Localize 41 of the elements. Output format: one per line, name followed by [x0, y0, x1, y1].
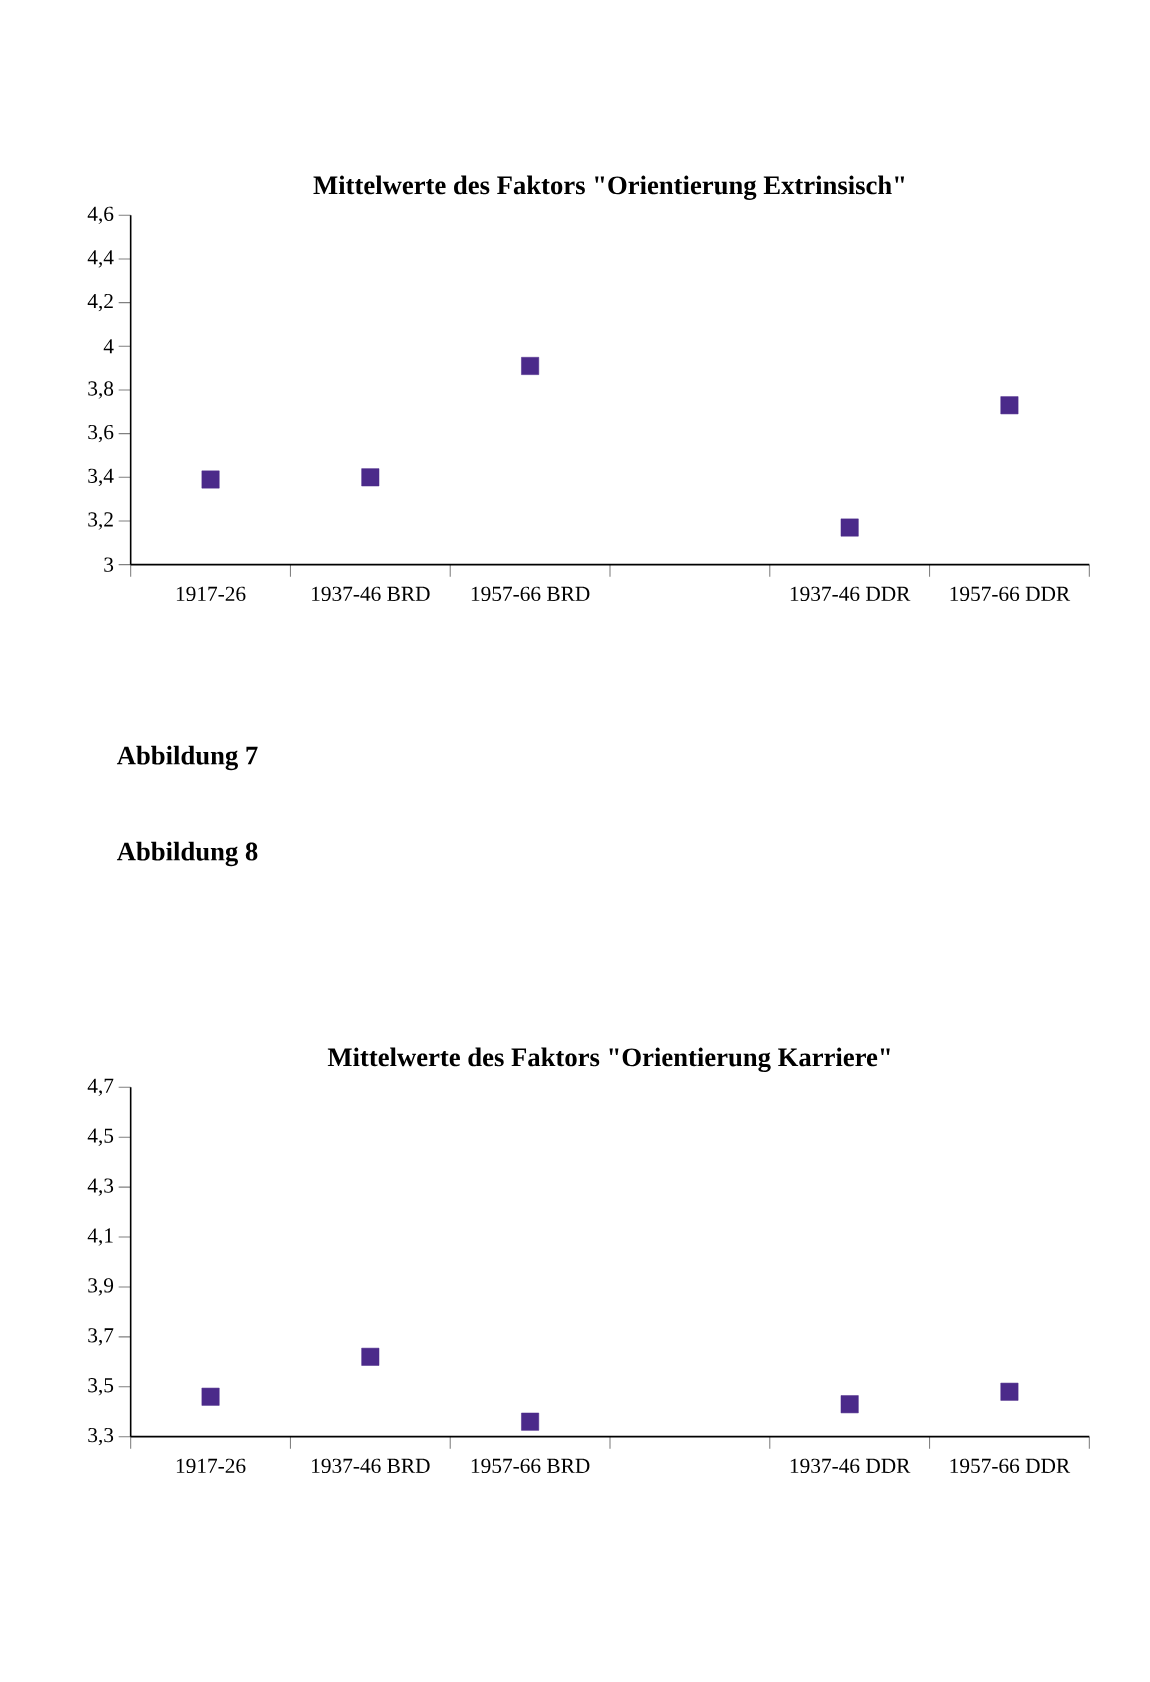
y-tick-label: 3,3: [88, 1427, 114, 1446]
x-tick-label: 1937-46 BRD: [312, 586, 430, 602]
point: [201, 470, 220, 489]
point: [840, 1395, 859, 1414]
y-tick-label: 4,4: [87, 250, 114, 268]
y-tick-label: 3,4: [88, 468, 114, 487]
y-tick-label: 4,7: [87, 1078, 114, 1096]
y-tick-label: 4: [103, 339, 114, 354]
x-tick-label: 1917-26: [176, 1458, 246, 1474]
point: [521, 1412, 540, 1431]
text: Abbildung 7: [116, 745, 258, 771]
point: [361, 1347, 380, 1366]
point: [840, 518, 859, 537]
x-tick-label: 1957-66 BRD: [471, 586, 590, 602]
x-tick-label: 1937-46 DDR: [790, 1458, 911, 1474]
y-tick-label: 3,6: [88, 424, 114, 443]
chart-title: Mittelwerte des Faktors "Orientierung Extrinsisch": [313, 175, 905, 200]
chart-title: Mittelwerte des Faktors "Orientierung Karriere": [327, 1047, 890, 1072]
y-tick-label: 4,3: [87, 1178, 114, 1196]
x-tick-label: 1957-66 DDR: [950, 1458, 1071, 1474]
point: [361, 468, 380, 487]
point: [1000, 1382, 1019, 1401]
x-tick-label: 1917-26: [176, 586, 246, 602]
y-tick-label: 3,7: [88, 1328, 114, 1346]
text: Abbildung 8: [116, 841, 258, 867]
y-tick-label: 3,8: [88, 381, 114, 399]
point: [521, 357, 540, 375]
y-tick-label: 3,5: [88, 1378, 114, 1396]
x-tick-label: 1937-46 DDR: [790, 586, 911, 602]
y-tick-label: 3,9: [88, 1278, 114, 1296]
x-tick-label: 1957-66 DDR: [950, 586, 1071, 602]
point: [201, 1387, 220, 1406]
x-tick-label: 1957-66 BRD: [471, 1458, 590, 1474]
y-tick-label: 4,5: [87, 1128, 114, 1146]
y-tick-label: 3: [104, 557, 114, 572]
y-tick-label: 4,6: [87, 206, 114, 225]
x-tick-label: 1937-46 BRD: [312, 1458, 430, 1474]
point: [1000, 396, 1019, 415]
y-tick-label: 4,1: [87, 1228, 113, 1246]
y-tick-label: 4,2: [87, 293, 113, 312]
y-tick-label: 3,2: [88, 512, 113, 530]
